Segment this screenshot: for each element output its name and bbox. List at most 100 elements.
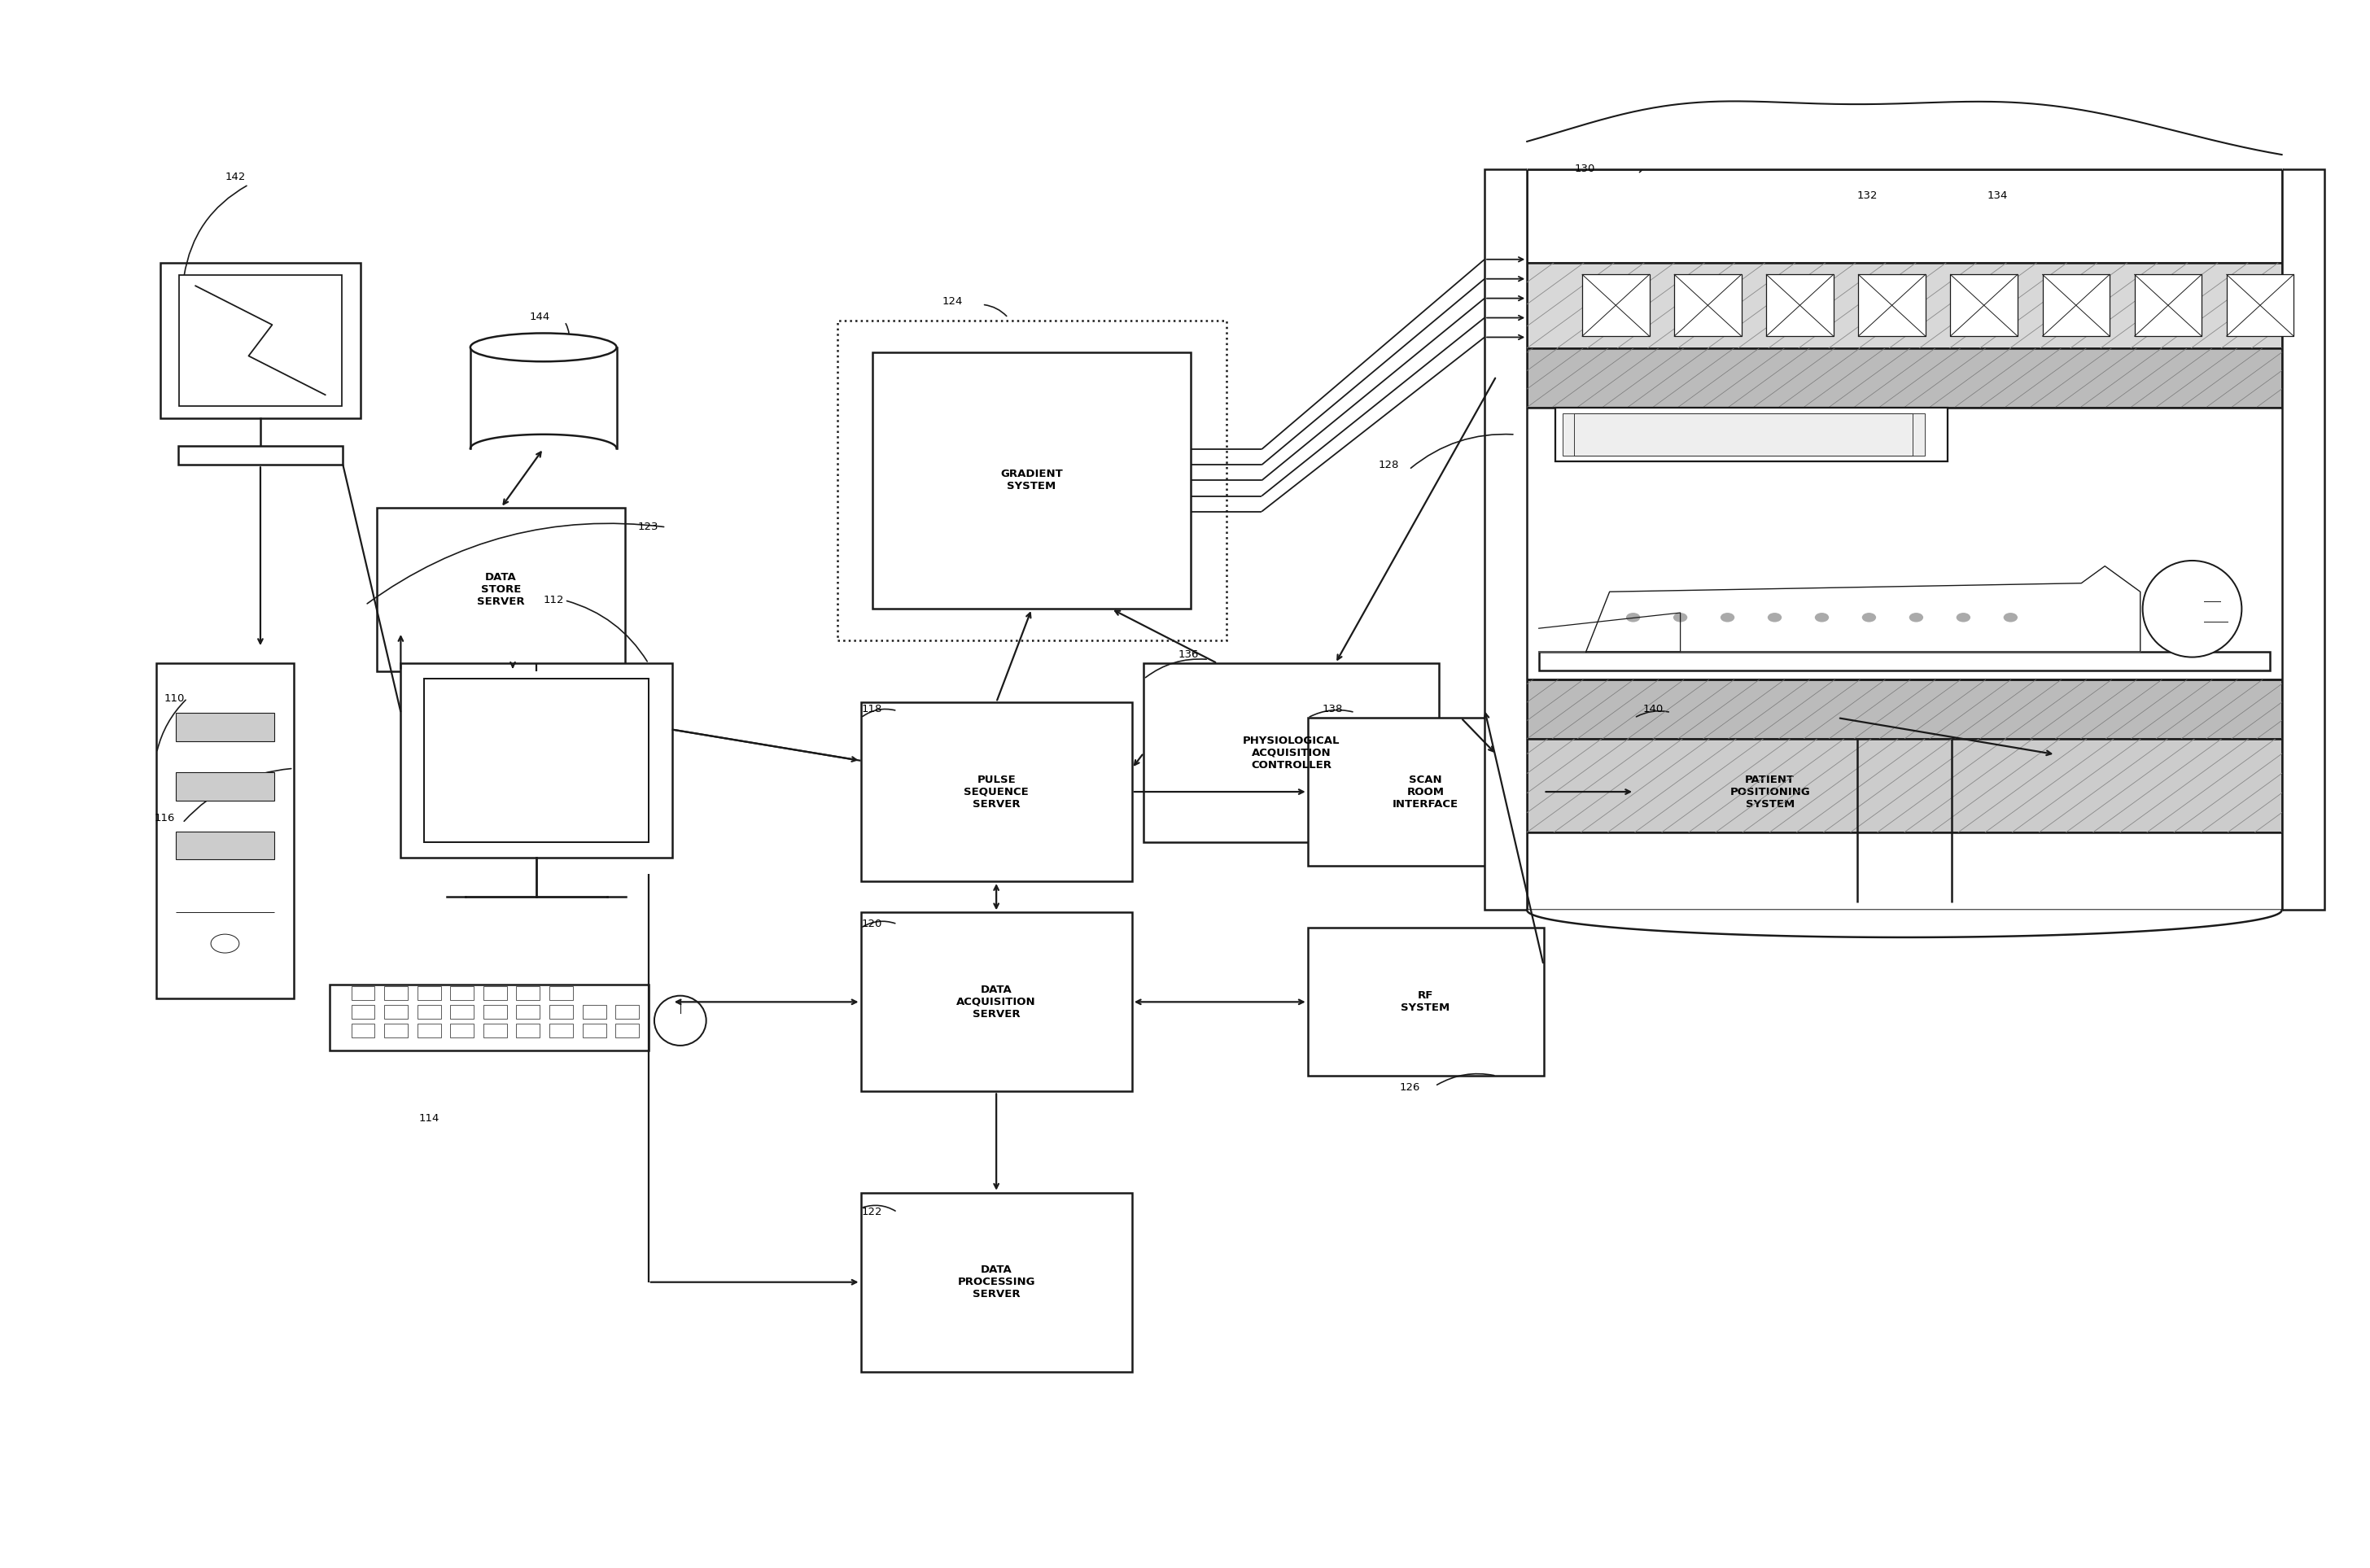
Text: SCAN
ROOM
INTERFACE: SCAN ROOM INTERFACE	[1394, 775, 1458, 809]
Text: 130: 130	[1574, 163, 1595, 174]
Text: RF
SYSTEM: RF SYSTEM	[1401, 991, 1450, 1013]
Bar	[450, 1024, 474, 1038]
Bar	[401, 663, 673, 858]
Bar	[417, 1024, 441, 1038]
Text: GRADIENT
SYSTEM: GRADIENT SYSTEM	[1000, 469, 1062, 492]
Bar	[175, 713, 275, 742]
Bar	[1526, 408, 2282, 679]
Bar	[1526, 348, 2282, 408]
Bar	[1526, 739, 2282, 833]
Text: 124: 124	[941, 296, 962, 307]
Bar	[1308, 928, 1543, 1076]
Bar	[860, 702, 1133, 881]
Bar	[616, 1024, 640, 1038]
Text: 126: 126	[1401, 1082, 1420, 1093]
Circle shape	[1626, 613, 1640, 622]
Ellipse shape	[469, 332, 616, 362]
Circle shape	[1955, 613, 1969, 622]
Bar	[1635, 718, 1905, 866]
Text: 136: 136	[1178, 649, 1199, 660]
Bar	[1673, 274, 1742, 336]
Bar	[1526, 348, 2282, 408]
Text: 142: 142	[225, 171, 246, 182]
Bar	[550, 1024, 574, 1038]
Bar	[583, 1024, 607, 1038]
Bar	[175, 773, 275, 800]
Bar	[517, 986, 540, 1000]
Bar	[377, 508, 626, 671]
Circle shape	[1721, 613, 1735, 622]
Text: 116: 116	[154, 812, 175, 823]
Bar	[550, 986, 574, 1000]
Bar	[178, 447, 344, 464]
Bar	[1145, 663, 1439, 842]
Bar	[517, 1024, 540, 1038]
Bar	[351, 1005, 374, 1019]
Bar	[616, 1005, 640, 1019]
Text: 120: 120	[863, 919, 882, 930]
Bar	[2225, 274, 2294, 336]
Polygon shape	[1538, 613, 1680, 652]
Bar	[2043, 274, 2109, 336]
Text: 122: 122	[863, 1207, 882, 1217]
Bar	[1526, 262, 2282, 348]
Bar	[1526, 739, 2282, 833]
Circle shape	[211, 935, 239, 953]
Bar	[483, 1024, 507, 1038]
Bar	[2135, 274, 2202, 336]
Bar	[424, 679, 649, 842]
Bar	[1308, 718, 1543, 866]
Bar	[351, 986, 374, 1000]
Bar	[1555, 408, 1948, 461]
Bar	[483, 986, 507, 1000]
Bar	[161, 262, 360, 419]
Bar	[1951, 274, 2017, 336]
Bar	[180, 274, 341, 406]
Bar	[837, 321, 1225, 640]
Text: 128: 128	[1379, 459, 1398, 470]
Bar	[1526, 679, 2282, 739]
Text: 134: 134	[1986, 190, 2007, 201]
Text: 138: 138	[1322, 704, 1341, 715]
Text: 110: 110	[164, 693, 185, 704]
Bar	[384, 986, 408, 1000]
Bar	[550, 1005, 574, 1019]
Text: 114: 114	[419, 1113, 438, 1124]
Circle shape	[1863, 613, 1877, 622]
Bar	[1562, 414, 1924, 456]
Bar	[450, 1005, 474, 1019]
Bar	[1484, 169, 1526, 909]
Bar	[483, 1005, 507, 1019]
Bar	[1858, 274, 1924, 336]
Text: DATA
STORE
SERVER: DATA STORE SERVER	[476, 572, 524, 607]
Circle shape	[1673, 613, 1687, 622]
Bar	[872, 353, 1190, 608]
Circle shape	[2003, 613, 2017, 622]
Bar	[175, 831, 275, 859]
Bar	[417, 986, 441, 1000]
Circle shape	[1768, 613, 1782, 622]
Bar	[1574, 414, 1913, 456]
Bar	[450, 986, 474, 1000]
Text: 140: 140	[1642, 704, 1664, 715]
Ellipse shape	[654, 996, 706, 1046]
Bar	[517, 1005, 540, 1019]
Text: 112: 112	[543, 594, 564, 605]
Text: PATIENT
POSITIONING
SYSTEM: PATIENT POSITIONING SYSTEM	[1730, 775, 1811, 809]
Ellipse shape	[2142, 561, 2242, 657]
Text: DATA
ACQUISITION
SERVER: DATA ACQUISITION SERVER	[957, 985, 1036, 1019]
Bar	[860, 913, 1133, 1091]
Text: 118: 118	[863, 704, 882, 715]
Bar	[1583, 274, 1650, 336]
Bar	[583, 1005, 607, 1019]
Text: 144: 144	[529, 312, 550, 323]
Bar	[1538, 652, 2270, 671]
Bar	[351, 1024, 374, 1038]
Circle shape	[1910, 613, 1924, 622]
Bar	[1526, 262, 2282, 348]
Bar	[384, 1005, 408, 1019]
Text: DATA
PROCESSING
SERVER: DATA PROCESSING SERVER	[957, 1265, 1036, 1300]
Bar	[1526, 169, 2282, 262]
Bar	[417, 1005, 441, 1019]
Bar	[1526, 833, 2282, 909]
